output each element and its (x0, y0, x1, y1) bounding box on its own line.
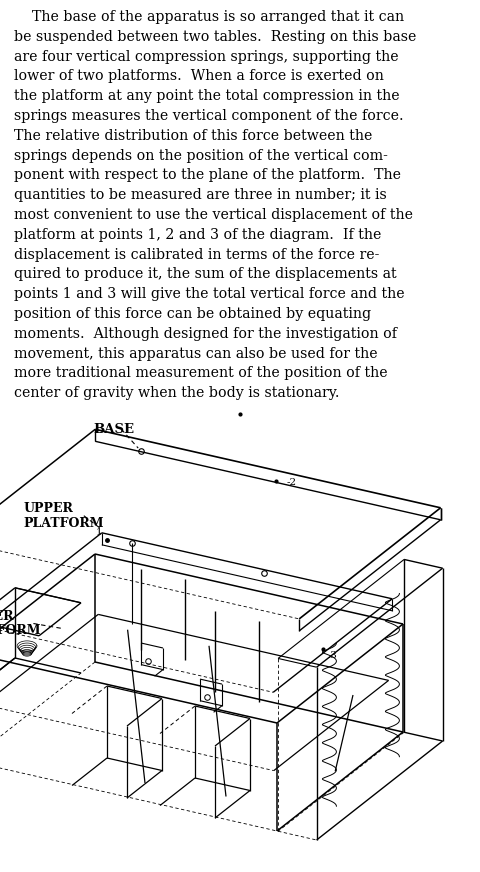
Text: The base of the apparatus is so arranged that it can: The base of the apparatus is so arranged… (14, 10, 404, 24)
Text: 1: 1 (96, 528, 102, 536)
Text: springs measures the vertical component of the force.: springs measures the vertical component … (14, 109, 404, 123)
Text: points 1 and 3 will give the total vertical force and the: points 1 and 3 will give the total verti… (14, 287, 405, 301)
Text: more traditional measurement of the position of the: more traditional measurement of the posi… (14, 366, 388, 380)
Text: center of gravity when the body is stationary.: center of gravity when the body is stati… (14, 386, 339, 400)
Text: .3: .3 (327, 651, 336, 660)
Text: quired to produce it, the sum of the displacements at: quired to produce it, the sum of the dis… (14, 268, 396, 282)
Text: lower of two platforms.  When a force is exerted on: lower of two platforms. When a force is … (14, 70, 384, 84)
Text: The relative distribution of this force between the: The relative distribution of this force … (14, 129, 372, 143)
Text: position of this force can be obtained by equating: position of this force can be obtained b… (14, 307, 371, 321)
Text: moments.  Although designed for the investigation of: moments. Although designed for the inves… (14, 327, 397, 341)
Text: displacement is calibrated in terms of the force re-: displacement is calibrated in terms of t… (14, 248, 379, 262)
Text: movement, this apparatus can also be used for the: movement, this apparatus can also be use… (14, 346, 378, 361)
Text: springs depends on the position of the vertical com-: springs depends on the position of the v… (14, 148, 388, 162)
Text: be suspended between two tables.  Resting on this base: be suspended between two tables. Resting… (14, 30, 416, 44)
Text: the platform at any point the total compression in the: the platform at any point the total comp… (14, 89, 400, 103)
Text: BASE: BASE (93, 423, 134, 436)
Text: quantities to be measured are three in number; it is: quantities to be measured are three in n… (14, 188, 387, 202)
Text: -2: -2 (287, 478, 297, 487)
Text: platform at points 1, 2 and 3 of the diagram.  If the: platform at points 1, 2 and 3 of the dia… (14, 228, 382, 242)
Text: LOWER
PLATFORM: LOWER PLATFORM (0, 610, 41, 637)
Text: ponent with respect to the plane of the platform.  The: ponent with respect to the plane of the … (14, 168, 401, 182)
Text: are four vertical compression springs, supporting the: are four vertical compression springs, s… (14, 50, 398, 64)
Text: UPPER
PLATFORM: UPPER PLATFORM (24, 501, 104, 529)
Text: most convenient to use the vertical displacement of the: most convenient to use the vertical disp… (14, 208, 413, 222)
